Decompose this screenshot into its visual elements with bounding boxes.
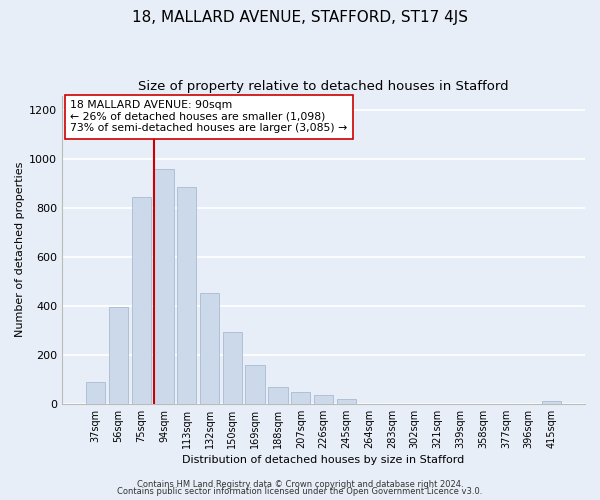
Bar: [131, 197, 151, 404]
Text: 18, MALLARD AVENUE, STAFFORD, ST17 4JS: 18, MALLARD AVENUE, STAFFORD, ST17 4JS: [132, 10, 468, 25]
Bar: [245, 364, 265, 404]
Title: Size of property relative to detached houses in Stafford: Size of property relative to detached ho…: [138, 80, 509, 93]
Bar: [223, 332, 242, 404]
Bar: [177, 188, 196, 404]
Bar: [291, 392, 310, 404]
Bar: [542, 402, 561, 404]
Bar: [337, 399, 356, 404]
Y-axis label: Number of detached properties: Number of detached properties: [15, 162, 25, 338]
Text: Contains HM Land Registry data © Crown copyright and database right 2024.: Contains HM Land Registry data © Crown c…: [137, 480, 463, 489]
X-axis label: Distribution of detached houses by size in Stafford: Distribution of detached houses by size …: [182, 455, 465, 465]
Bar: [200, 292, 219, 404]
Bar: [268, 386, 287, 404]
Text: Contains public sector information licensed under the Open Government Licence v3: Contains public sector information licen…: [118, 487, 482, 496]
Bar: [314, 396, 333, 404]
Bar: [86, 382, 105, 404]
Text: 18 MALLARD AVENUE: 90sqm
← 26% of detached houses are smaller (1,098)
73% of sem: 18 MALLARD AVENUE: 90sqm ← 26% of detach…: [70, 100, 347, 134]
Bar: [154, 169, 173, 404]
Bar: [109, 307, 128, 404]
